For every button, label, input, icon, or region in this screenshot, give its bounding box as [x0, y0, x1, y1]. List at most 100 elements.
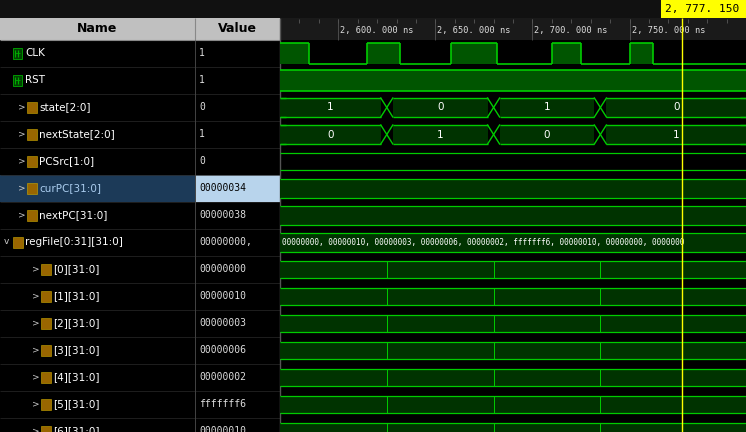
Text: Value: Value — [218, 22, 257, 35]
Text: regFile[0:31][31:0]: regFile[0:31][31:0] — [25, 237, 123, 247]
Text: Name: Name — [77, 22, 117, 35]
Bar — [195, 148, 280, 175]
Bar — [280, 396, 746, 413]
Bar — [41, 264, 51, 275]
Text: 2, 600. 000 ns: 2, 600. 000 ns — [340, 25, 414, 35]
Text: 1: 1 — [673, 130, 680, 140]
Bar — [0, 40, 195, 67]
Bar — [280, 98, 380, 117]
Bar — [0, 148, 195, 175]
Bar — [41, 426, 51, 432]
Bar — [280, 261, 746, 278]
Bar — [13, 237, 23, 248]
Bar — [195, 283, 280, 310]
Bar — [0, 229, 195, 256]
Bar — [0, 18, 280, 40]
Bar — [195, 310, 280, 337]
Text: [4][31:0]: [4][31:0] — [53, 372, 99, 382]
Text: >: > — [18, 184, 25, 193]
Bar — [280, 288, 746, 305]
Bar — [0, 283, 195, 310]
Bar — [280, 70, 746, 91]
Bar — [195, 121, 280, 148]
Bar — [280, 342, 746, 359]
Text: 0: 0 — [544, 130, 551, 140]
Bar — [27, 183, 37, 194]
Text: >: > — [18, 156, 25, 165]
Text: 2, 750. 000 ns: 2, 750. 000 ns — [632, 25, 705, 35]
Bar — [280, 206, 746, 225]
Text: RST: RST — [25, 75, 45, 85]
Text: 00000006: 00000006 — [199, 345, 246, 355]
Bar — [27, 102, 37, 113]
Bar — [500, 98, 595, 117]
Text: fffffff6: fffffff6 — [199, 399, 246, 409]
Bar — [661, 0, 746, 18]
Bar — [0, 418, 195, 432]
Bar — [0, 337, 195, 364]
Bar — [0, 67, 195, 94]
Text: nextPC[31:0]: nextPC[31:0] — [39, 210, 107, 220]
Bar — [280, 18, 746, 40]
Text: 2, 777. 150: 2, 777. 150 — [665, 4, 739, 14]
Text: 1: 1 — [327, 102, 333, 112]
Text: 00000034: 00000034 — [199, 183, 246, 193]
Text: nextState[2:0]: nextState[2:0] — [39, 129, 115, 139]
Bar — [195, 94, 280, 121]
Bar — [195, 391, 280, 418]
Bar — [13, 48, 22, 59]
Text: 00000010: 00000010 — [199, 291, 246, 301]
Text: >: > — [32, 426, 40, 432]
Bar — [630, 43, 653, 64]
Text: >: > — [32, 318, 40, 327]
Text: 00000002: 00000002 — [199, 372, 246, 382]
Bar — [41, 345, 51, 356]
Bar — [0, 364, 195, 391]
Text: [1][31:0]: [1][31:0] — [53, 291, 99, 301]
Bar — [195, 364, 280, 391]
Bar — [393, 125, 488, 144]
Bar — [500, 125, 595, 144]
Text: 0: 0 — [327, 130, 333, 140]
Bar — [27, 129, 37, 140]
Text: [3][31:0]: [3][31:0] — [53, 345, 99, 355]
Text: 1: 1 — [199, 129, 205, 139]
Text: 1: 1 — [437, 130, 444, 140]
Bar — [393, 98, 488, 117]
Bar — [0, 256, 195, 283]
Bar — [13, 75, 22, 86]
Text: 1: 1 — [544, 102, 551, 112]
Bar — [195, 175, 280, 202]
Bar — [195, 229, 280, 256]
Bar — [552, 43, 581, 64]
Bar — [0, 202, 195, 229]
Bar — [0, 0, 746, 18]
Text: state[2:0]: state[2:0] — [39, 102, 90, 112]
Bar — [0, 175, 195, 202]
Bar — [280, 179, 746, 198]
Text: curPC[31:0]: curPC[31:0] — [39, 183, 101, 193]
Text: 0: 0 — [437, 102, 443, 112]
Text: CLK: CLK — [25, 48, 45, 58]
Bar — [27, 210, 37, 221]
Text: >: > — [18, 102, 25, 111]
Text: [5][31:0]: [5][31:0] — [53, 399, 99, 409]
Bar — [41, 291, 51, 302]
Bar — [0, 310, 195, 337]
Bar — [280, 43, 309, 64]
Bar — [195, 337, 280, 364]
Bar — [280, 369, 746, 386]
Bar — [195, 40, 280, 67]
Bar — [195, 202, 280, 229]
Bar — [451, 43, 498, 64]
Text: >: > — [18, 210, 25, 219]
Text: 0: 0 — [673, 102, 680, 112]
Bar — [27, 156, 37, 167]
Text: 00000003: 00000003 — [199, 318, 246, 328]
Text: >: > — [32, 372, 40, 381]
Text: [6][31:0]: [6][31:0] — [53, 426, 99, 432]
Bar — [280, 125, 380, 144]
Text: >: > — [32, 400, 40, 409]
Text: 2, 650. 000 ns: 2, 650. 000 ns — [437, 25, 511, 35]
Bar — [367, 43, 401, 64]
